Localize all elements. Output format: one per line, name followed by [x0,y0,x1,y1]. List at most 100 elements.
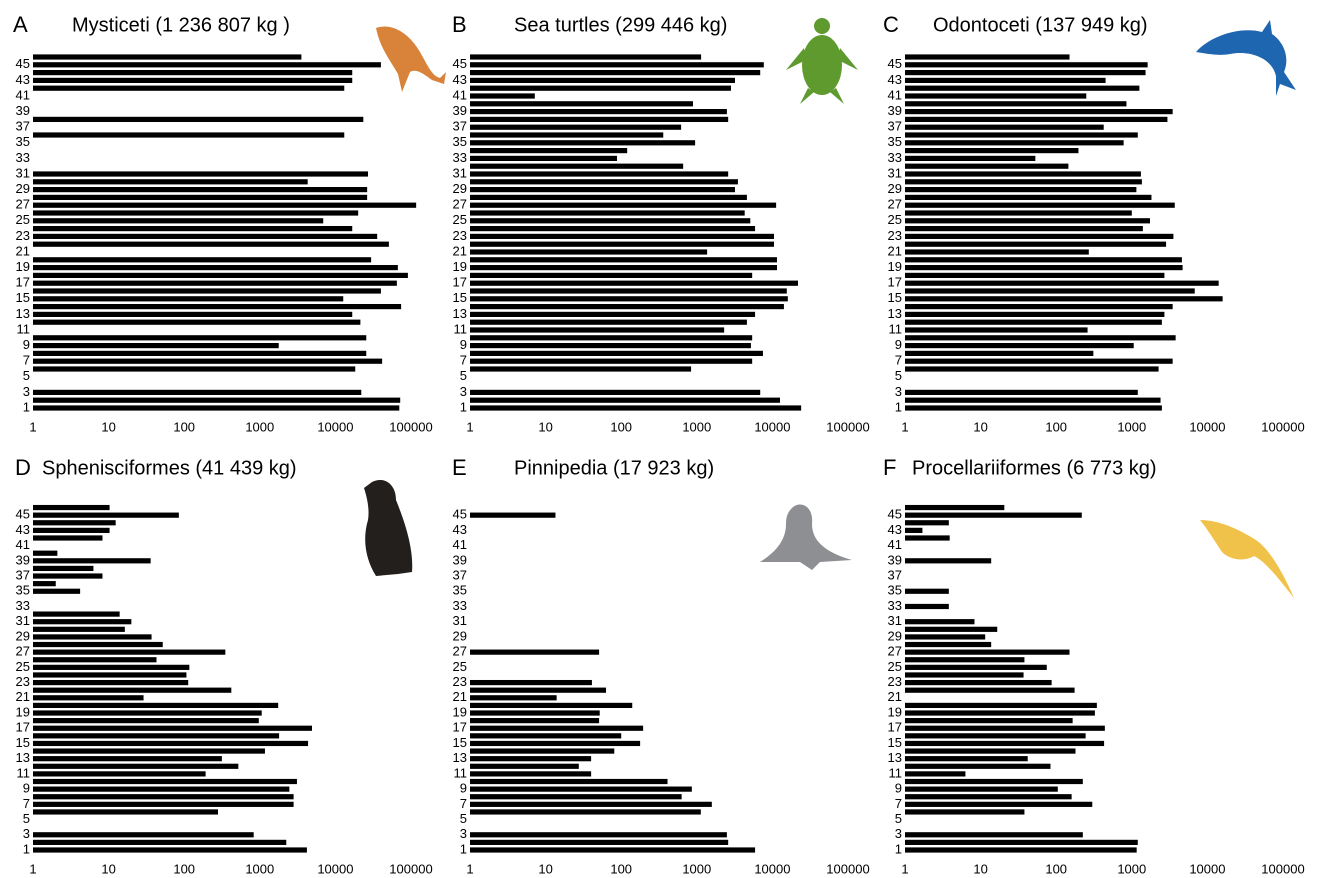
bar [470,210,745,216]
y-tick-label: 35 [453,583,467,598]
bar [905,124,1104,130]
bar [905,778,1083,785]
bar [905,358,1173,364]
bar [470,725,644,731]
y-tick-label: 33 [453,598,467,613]
y-tick-label: 33 [888,150,902,165]
y-tick-label: 7 [895,796,902,811]
bar [470,832,727,838]
y-tick-label: 27 [888,644,902,659]
bar [33,550,58,556]
dolphin-icon [1196,20,1296,96]
y-tick-label: 37 [888,567,902,582]
bar [470,350,763,356]
x-tick-label: 1000 [245,419,274,434]
bar [33,319,361,325]
bar [905,241,1167,247]
y-tick-label: 15 [453,735,467,750]
y-tick-label: 41 [888,537,902,552]
penguin-icon [364,480,413,576]
bar [470,778,668,785]
bar [470,748,615,754]
bar [905,603,949,610]
bar [905,187,1137,193]
bar [33,280,397,286]
bar [470,335,753,341]
panel-letter: C [883,12,899,37]
bar [470,327,725,333]
y-tick-label: 13 [453,750,467,765]
y-tick-label: 27 [453,644,467,659]
bar [905,265,1183,271]
bar [470,839,729,845]
bar [905,710,1095,716]
y-tick-label: 37 [453,567,467,582]
y-tick-label: 11 [889,765,903,780]
bar [905,179,1142,185]
y-tick-label: 43 [16,72,30,87]
y-tick-label: 45 [453,507,467,522]
bar [470,155,618,161]
y-tick-label: 15 [888,290,902,305]
y-tick-label: 39 [16,103,30,118]
y-tick-label: 11 [454,765,468,780]
x-tick-label: 10 [538,861,552,876]
y-tick-label: 25 [888,212,902,227]
chart-title: Pinnipedia (17 923 kg) [514,457,714,479]
bar [905,249,1089,255]
bar [905,109,1173,115]
y-tick-label: 43 [888,72,902,87]
bar [905,280,1219,286]
panel-letter: D [15,455,31,480]
y-tick-label: 31 [16,165,30,180]
bar [905,389,1138,395]
y-tick-label: 1 [895,841,902,856]
x-tick-label: 100000 [1261,861,1304,876]
bar [470,389,761,395]
bar [905,163,1069,169]
x-tick-label: 1 [29,419,36,434]
bar [33,512,179,518]
bar [33,132,345,138]
bar [33,573,103,579]
bar [33,839,287,845]
bar [470,272,753,278]
bar [33,740,309,747]
bar [470,218,751,224]
x-tick-label: 100 [173,419,195,434]
y-tick-label: 9 [895,781,902,796]
bar [33,210,359,216]
y-tick-label: 45 [16,56,30,71]
bar [33,226,353,232]
bar [33,296,344,302]
y-tick-label: 37 [888,119,902,134]
bar [33,794,294,800]
y-tick-label: 31 [453,613,467,628]
bar [905,54,1070,60]
bar [905,62,1148,68]
y-tick-label: 29 [16,628,30,643]
y-tick-label: 3 [460,826,467,841]
y-tick-label: 9 [460,781,467,796]
y-tick-label: 21 [16,689,30,704]
bar [470,786,692,792]
bar [905,847,1137,853]
bar [905,85,1140,91]
y-tick-label: 19 [888,259,902,274]
x-tick-label: 100000 [826,861,869,876]
bar [470,296,788,302]
chart-title: Sphenisciformes (41 439 kg) [42,457,297,479]
bar [470,163,684,169]
bar [470,233,775,239]
y-tick-label: 9 [23,781,30,796]
bar [470,710,600,716]
bar [905,226,1143,232]
bar [33,171,369,177]
y-tick-label: 27 [453,197,467,212]
bar [905,649,1070,655]
y-tick-label: 25 [453,212,467,227]
bar [33,85,345,91]
bar [905,327,1088,333]
